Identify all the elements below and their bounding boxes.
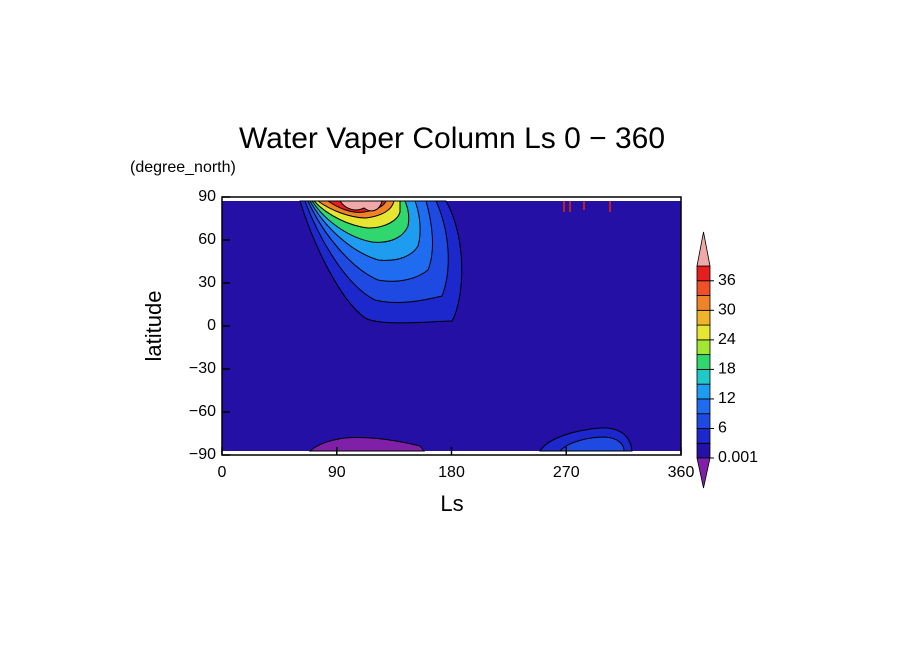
x-tick-label: 180 (438, 464, 465, 481)
x-tick-label: 90 (328, 464, 346, 481)
colorbar-band (696, 398, 711, 415)
colorbar-under (696, 457, 711, 489)
x-tick-label: 360 (668, 464, 695, 481)
y-axis-label: latitude (141, 291, 166, 362)
colorbar-label: 0.001 (718, 449, 758, 466)
x-tick-label: 0 (218, 464, 227, 481)
colorbar-band (696, 309, 711, 326)
x-tick-label: 270 (553, 464, 580, 481)
y-tick-label: −90 (189, 446, 216, 463)
contour-spots (563, 201, 611, 212)
y-tick-label: 90 (198, 188, 216, 205)
colorbar-band (696, 442, 711, 459)
colorbar-band (696, 354, 711, 370)
y-tick-label: 0 (207, 317, 216, 334)
colorbar-band (696, 295, 711, 311)
colorbar-over (696, 231, 711, 267)
contour-region (558, 436, 625, 452)
colorbar-band (696, 383, 711, 400)
colorbar-label: 36 (718, 272, 736, 289)
chart-title: Water Vaper Column Ls 0 − 360 (239, 122, 665, 155)
colorbar-band (696, 265, 711, 282)
colorbar-label: 24 (718, 331, 736, 348)
x-axis-label: Ls (440, 491, 463, 516)
y-tick-label: 60 (198, 231, 216, 248)
contour-region (339, 200, 383, 212)
y-tick-label: −60 (189, 403, 216, 420)
contour-field (222, 200, 681, 452)
colorbar-band (696, 324, 711, 341)
colorbar-band (696, 428, 711, 444)
colorbar-band (696, 280, 711, 296)
colorbar-band (696, 368, 711, 385)
colorbar-label: 6 (718, 420, 727, 437)
contour-region (308, 437, 426, 452)
y-tick-label: 30 (198, 274, 216, 291)
y-tick-label: −30 (189, 360, 216, 377)
colorbar-band (696, 339, 711, 356)
subtitle: (degree_north) (130, 159, 236, 176)
colorbar-band (696, 413, 711, 429)
colorbar-label: 12 (718, 390, 736, 407)
colorbar-label: 30 (718, 302, 736, 319)
colorbar-label: 18 (718, 361, 736, 378)
